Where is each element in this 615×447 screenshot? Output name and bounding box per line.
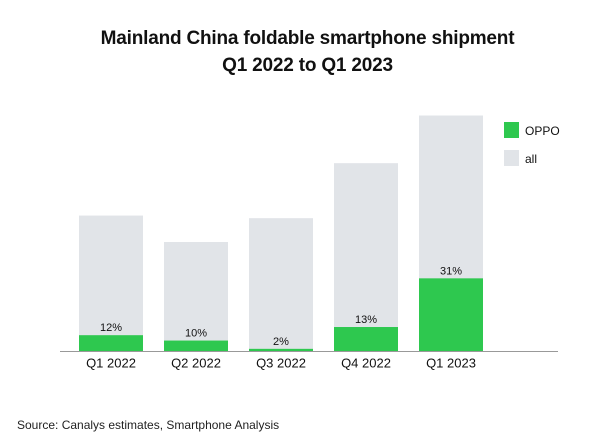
x-tick-label: Q2 2022 [171,356,221,371]
legend-label-all: all [525,152,537,166]
legend-label-oppo: OPPO [525,124,560,138]
x-tick-label: Q4 2022 [341,356,391,371]
chart-subtitle: Q1 2022 to Q1 2023 [222,55,393,76]
bar-oppo [79,335,143,352]
chart-title: Mainland China foldable smartphone shipm… [100,28,515,49]
legend-swatch-all [504,150,519,166]
data-label: 12% [100,322,122,334]
source-note: Source: Canalys estimates, Smartphone An… [17,418,280,432]
bar-all [79,215,143,352]
data-label: 13% [355,314,377,326]
bar-all [164,241,228,352]
data-label: 10% [185,328,207,340]
bar-oppo [249,348,313,352]
x-tick-label: Q3 2022 [256,356,306,371]
bar-oppo [334,327,398,352]
bar-oppo [164,340,228,352]
legend-swatch-oppo [504,122,519,138]
x-tick-label: Q1 2023 [426,356,476,371]
data-label: 2% [273,336,289,348]
bar-all [249,218,313,352]
x-tick-label: Q1 2022 [86,356,136,371]
bar-oppo [419,278,483,352]
data-label: 31% [440,265,462,277]
bar-all [334,163,398,352]
